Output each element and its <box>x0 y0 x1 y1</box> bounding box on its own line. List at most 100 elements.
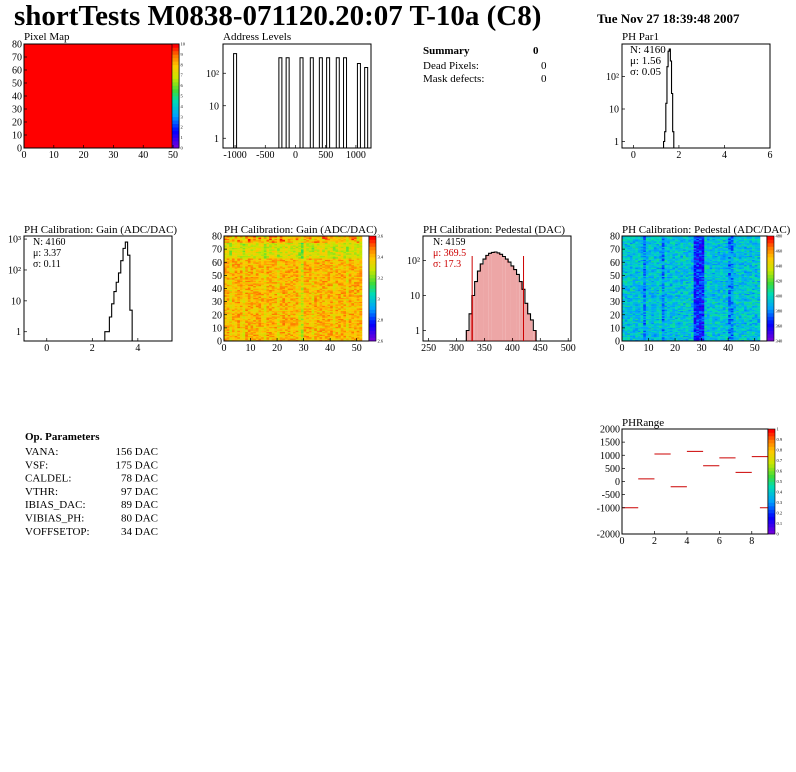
heatmap-cell <box>311 260 315 263</box>
heatmap-cell <box>324 320 328 322</box>
heatmap-cell <box>295 320 299 322</box>
heatmap-cell <box>290 302 294 305</box>
heatmap-cell <box>274 300 278 302</box>
heatmap-cell <box>250 327 254 330</box>
heatmap-cell <box>237 251 241 254</box>
heatmap-cell <box>234 322 238 325</box>
heatmap-cell <box>338 270 342 272</box>
heatmap-cell <box>263 334 267 336</box>
heatmap-cell <box>239 289 243 292</box>
heatmap-cell <box>242 260 246 263</box>
heatmap-cell <box>627 325 631 327</box>
heatmap-cell <box>226 276 230 279</box>
pedestal-hist-histogram <box>465 251 537 341</box>
heatmap-cell <box>351 267 355 270</box>
heatmap-cell <box>245 259 249 262</box>
heatmap-cell <box>290 285 294 288</box>
heatmap-cell <box>274 264 278 267</box>
heatmap-cell <box>250 310 254 313</box>
heatmap-cell <box>290 318 294 321</box>
heatmap-cell <box>226 308 230 310</box>
heatmap-cell <box>632 271 636 273</box>
heatmap-cell <box>356 306 360 309</box>
heatmap-cell <box>282 304 286 306</box>
heatmap-cell <box>285 304 288 306</box>
heatmap-cell <box>303 260 307 263</box>
heatmap-cell <box>277 301 280 304</box>
heatmap-cell <box>229 249 233 251</box>
heatmap-cell <box>247 284 251 287</box>
heatmap-cell <box>266 308 270 310</box>
heatmap-cell <box>269 276 273 279</box>
heatmap-cell <box>319 305 323 308</box>
heatmap-cell <box>300 264 304 267</box>
heatmap-cell <box>637 271 641 273</box>
heatmap-cell <box>271 314 275 317</box>
heatmap-cell <box>234 236 238 238</box>
heatmap-cell <box>271 260 275 263</box>
heatmap-cell <box>269 287 273 289</box>
heatmap-cell <box>332 293 336 296</box>
heatmap-cell <box>322 281 326 284</box>
heatmap-cell <box>629 241 633 243</box>
heatmap-cell <box>335 330 339 333</box>
heatmap-cell <box>295 316 299 318</box>
heatmap-cell <box>632 338 636 340</box>
heatmap-cell <box>308 263 312 266</box>
heatmap-cell <box>306 285 310 288</box>
heatmap-cell <box>359 237 363 239</box>
heatmap-cell <box>290 314 294 317</box>
heatmap-cell <box>253 317 257 319</box>
heatmap-cell <box>311 239 315 242</box>
heatmap-cell <box>319 284 323 287</box>
heatmap-cell <box>271 331 275 334</box>
heatmap-cell <box>263 263 267 266</box>
heatmap-cell <box>271 251 275 254</box>
pedestal-hist-stat-n: N: 4159 <box>433 237 466 248</box>
heatmap-cell <box>253 335 257 338</box>
heatmap-cell <box>293 266 296 268</box>
heatmap-cell <box>322 302 326 305</box>
heatmap-cell <box>261 339 265 342</box>
heatmap-cell <box>250 272 254 275</box>
heatmap-cell <box>285 271 288 273</box>
heatmap-cell <box>298 285 302 288</box>
heatmap-cell <box>311 333 315 335</box>
heatmap-cell <box>627 335 631 338</box>
heatmap-cell <box>327 270 331 272</box>
heatmap-cell <box>303 318 307 321</box>
heatmap-cell <box>282 334 286 336</box>
heatmap-cell <box>287 325 291 327</box>
heatmap-cell <box>635 284 639 287</box>
heatmap-cell <box>356 301 360 304</box>
pixel-map-colorbar-color-step <box>172 50 179 55</box>
heatmap-cell <box>282 280 286 283</box>
heatmap-cell <box>290 280 294 283</box>
heatmap-cell <box>279 262 283 264</box>
heatmap-cell <box>277 274 280 276</box>
heatmap-cell <box>316 306 320 309</box>
heatmap-cell <box>316 317 320 319</box>
heatmap-cell <box>346 274 349 276</box>
heatmap-cell <box>332 245 336 247</box>
heatmap-cell <box>279 241 283 243</box>
heatmap-cell <box>338 321 342 323</box>
heatmap-cell <box>359 308 363 310</box>
heatmap-cell <box>261 327 265 330</box>
heatmap-cell <box>231 260 235 263</box>
heatmap-cell <box>359 316 363 318</box>
pixel-map-y-tick-label: 50 <box>12 79 22 90</box>
heatmap-cell <box>635 268 639 271</box>
heatmap-cell <box>229 246 233 249</box>
heatmap-cell <box>635 250 639 252</box>
heatmap-cell <box>300 255 304 258</box>
heatmap-cell <box>258 259 262 262</box>
heatmap-cell <box>338 237 342 239</box>
heatmap-cell <box>237 325 241 327</box>
heatmap-cell <box>282 313 286 315</box>
heatmap-cell <box>231 323 235 326</box>
heatmap-cell <box>311 339 315 342</box>
heatmap-cell <box>322 250 326 252</box>
heatmap-cell <box>279 320 283 322</box>
